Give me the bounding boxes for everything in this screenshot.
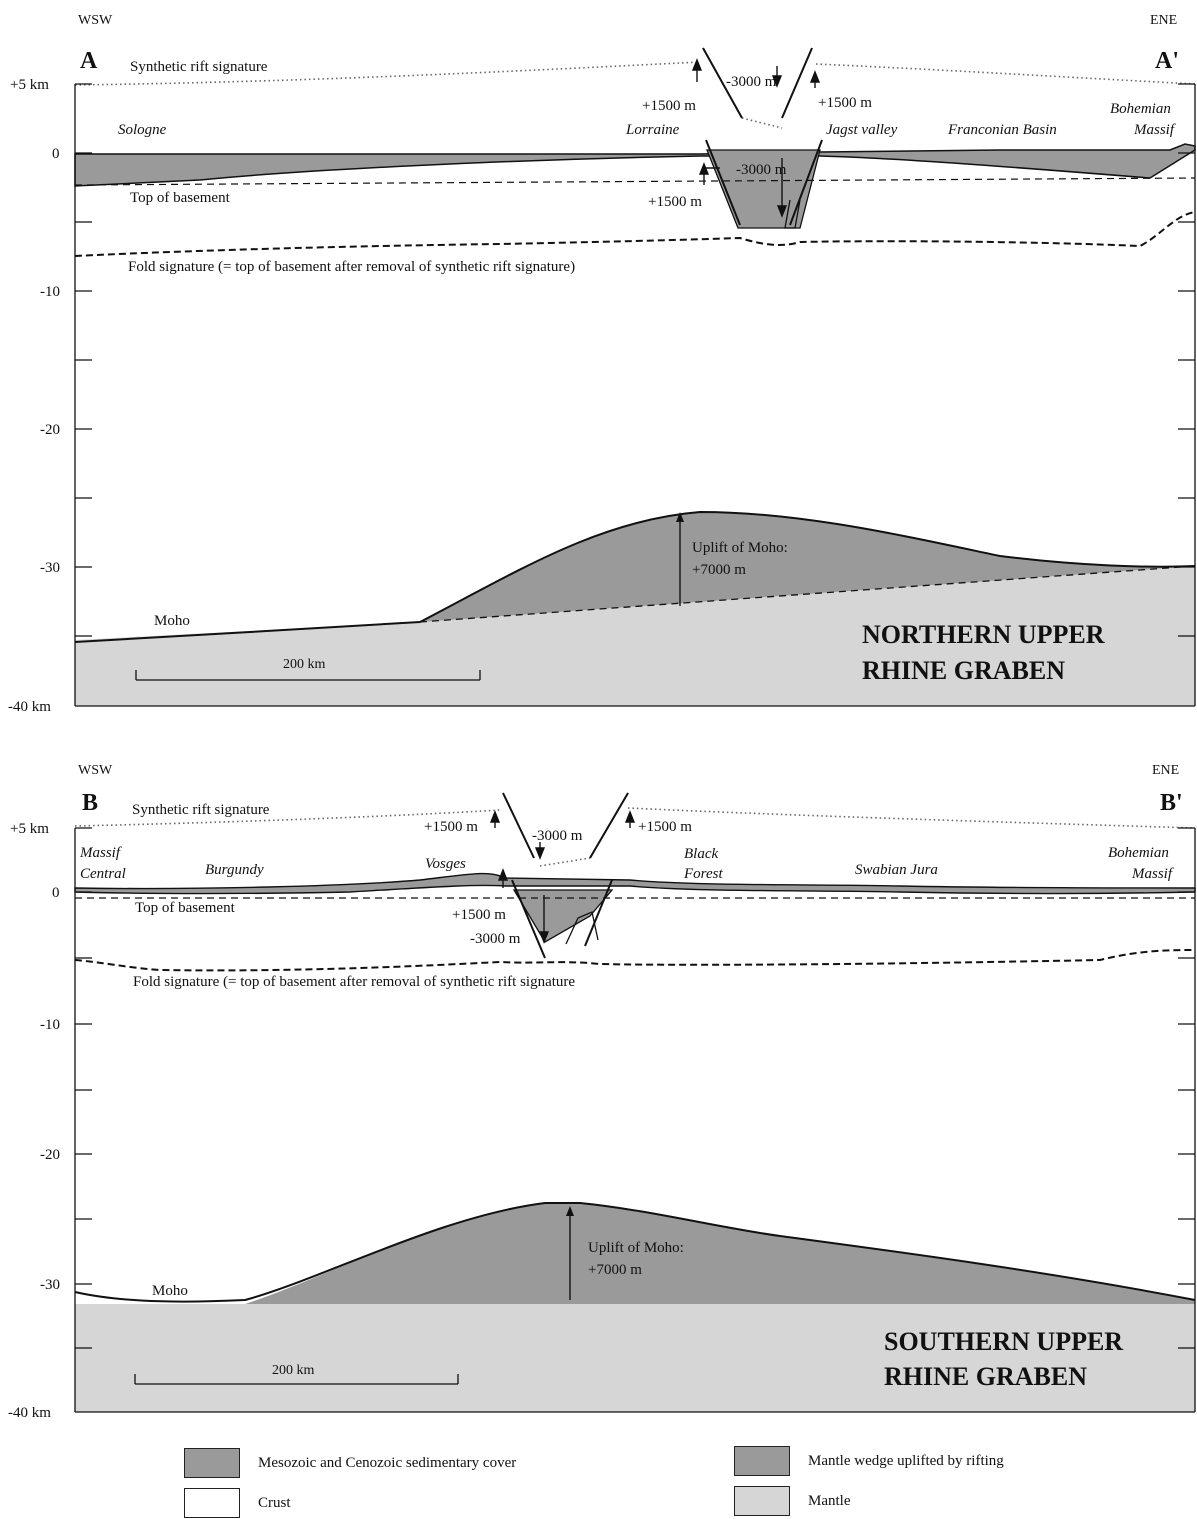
orientation-left: WSW <box>78 763 113 778</box>
subsidence-label: -3000 m <box>532 828 583 844</box>
moho-uplift-value: +7000 m <box>692 562 746 578</box>
moho-label: Moho <box>152 1283 188 1299</box>
legend-item-wedge: Mantle wedge uplifted by rifting <box>734 1446 1004 1476</box>
legend-item-crust: Crust <box>184 1488 291 1518</box>
panel-title-line1: SOUTHERN UPPER <box>884 1327 1123 1356</box>
mantle-area <box>75 1304 1195 1412</box>
orientation-left: WSW <box>78 13 113 28</box>
top-of-basement-label: Top of basement <box>130 190 231 206</box>
legend-swatch <box>184 1488 240 1518</box>
graben-uplift-label: +1500 m <box>648 194 702 210</box>
scale-label: 200 km <box>272 1363 315 1378</box>
scale-label: 200 km <box>283 657 326 672</box>
legend-swatch <box>184 1448 240 1478</box>
subsidence-label: -3000 m <box>726 74 777 90</box>
place-label: Sologne <box>118 122 167 138</box>
moho-label: Moho <box>154 613 190 629</box>
panel-title-line2: RHINE GRABEN <box>862 656 1065 685</box>
uplift-label-left: +1500 m <box>424 819 478 835</box>
y-tick-label: -30 <box>40 1277 60 1293</box>
moho-uplift-label: Uplift of Moho: <box>588 1240 684 1256</box>
place-label: Lorraine <box>625 122 680 138</box>
orientation-right: ENE <box>1152 763 1179 778</box>
fault-left-upper <box>503 793 534 858</box>
fold-signature-line <box>75 212 1195 256</box>
synthetic-signature-right <box>816 64 1195 84</box>
moho-uplift-value: +7000 m <box>588 1262 642 1278</box>
synthetic-signature-label: Synthetic rift signature <box>130 59 268 75</box>
top-of-basement-line <box>75 178 1195 185</box>
y-tick-label: 0 <box>52 885 60 901</box>
fault-right-upper <box>590 793 628 858</box>
synthetic-signature-graben <box>742 118 782 128</box>
fault-right-upper <box>782 48 812 118</box>
panel-a: WSW ENE A A' <box>8 13 1195 715</box>
y-tick-label: -10 <box>40 284 60 300</box>
place-label: Central <box>80 866 126 882</box>
place-label: Burgundy <box>205 862 264 878</box>
place-label: Bohemian <box>1110 101 1171 117</box>
place-label: Massif <box>79 845 122 861</box>
y-tick-label: +5 km <box>10 77 49 93</box>
graben-uplift-label: +1500 m <box>452 907 506 923</box>
legend-swatch <box>734 1446 790 1476</box>
place-label: Black <box>684 846 718 862</box>
legend-item-mantle: Mantle <box>734 1486 851 1516</box>
place-label: Franconian Basin <box>947 122 1057 138</box>
y-tick-label: -40 km <box>8 699 51 715</box>
legend-label: Mesozoic and Cenozoic sedimentary cover <box>258 1455 516 1472</box>
legend-item-sediment: Mesozoic and Cenozoic sedimentary cover <box>184 1448 516 1478</box>
place-label: Massif <box>1133 122 1176 138</box>
section-label-start: B <box>82 790 98 816</box>
place-label: Forest <box>683 866 723 882</box>
sediment-cover <box>75 144 1195 186</box>
legend-label: Crust <box>258 1495 291 1512</box>
panel-b: WSW ENE B B' <box>8 763 1195 1421</box>
moho-uplift-label: Uplift of Moho: <box>692 540 788 556</box>
place-label: Jagst valley <box>826 122 898 138</box>
synthetic-signature-label: Synthetic rift signature <box>132 802 270 818</box>
legend-swatch <box>734 1486 790 1516</box>
y-tick-label: +5 km <box>10 821 49 837</box>
fold-signature-label: Fold signature (= top of basement after … <box>128 259 575 275</box>
y-tick-label: 0 <box>52 146 60 162</box>
uplift-label-right: +1500 m <box>818 95 872 111</box>
fold-signature-line <box>75 950 1195 970</box>
synthetic-signature-right <box>628 808 1195 828</box>
graben-subsidence-label: -3000 m <box>470 931 521 947</box>
panel-title-line2: RHINE GRABEN <box>884 1362 1087 1391</box>
orientation-right: ENE <box>1150 13 1177 28</box>
section-label-end: B' <box>1160 790 1183 816</box>
section-label-start: A <box>80 48 98 74</box>
y-tick-label: -30 <box>40 560 60 576</box>
graben-subsidence-label: -3000 m <box>736 162 787 178</box>
mantle-wedge <box>245 1203 1195 1304</box>
synthetic-signature-graben <box>540 858 590 866</box>
place-label: Vosges <box>425 856 466 872</box>
legend-label: Mantle wedge uplifted by rifting <box>808 1453 1004 1470</box>
uplift-label-left: +1500 m <box>642 98 696 114</box>
section-label-end: A' <box>1155 48 1179 74</box>
legend-label: Mantle <box>808 1493 851 1510</box>
uplift-label-right: +1500 m <box>638 819 692 835</box>
y-tick-label: -40 km <box>8 1405 51 1421</box>
place-label: Massif <box>1131 866 1174 882</box>
y-tick-label: -20 <box>40 1147 60 1163</box>
place-label: Swabian Jura <box>855 862 938 878</box>
top-of-basement-label: Top of basement <box>135 900 236 916</box>
fold-signature-label: Fold signature (= top of basement after … <box>133 974 575 990</box>
y-tick-label: -20 <box>40 422 60 438</box>
panel-title-line1: NORTHERN UPPER <box>862 620 1105 649</box>
y-tick-label: -10 <box>40 1017 60 1033</box>
place-label: Bohemian <box>1108 845 1169 861</box>
